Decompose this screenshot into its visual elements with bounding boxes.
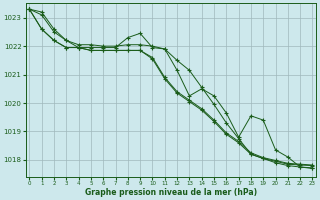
X-axis label: Graphe pression niveau de la mer (hPa): Graphe pression niveau de la mer (hPa) xyxy=(85,188,257,197)
